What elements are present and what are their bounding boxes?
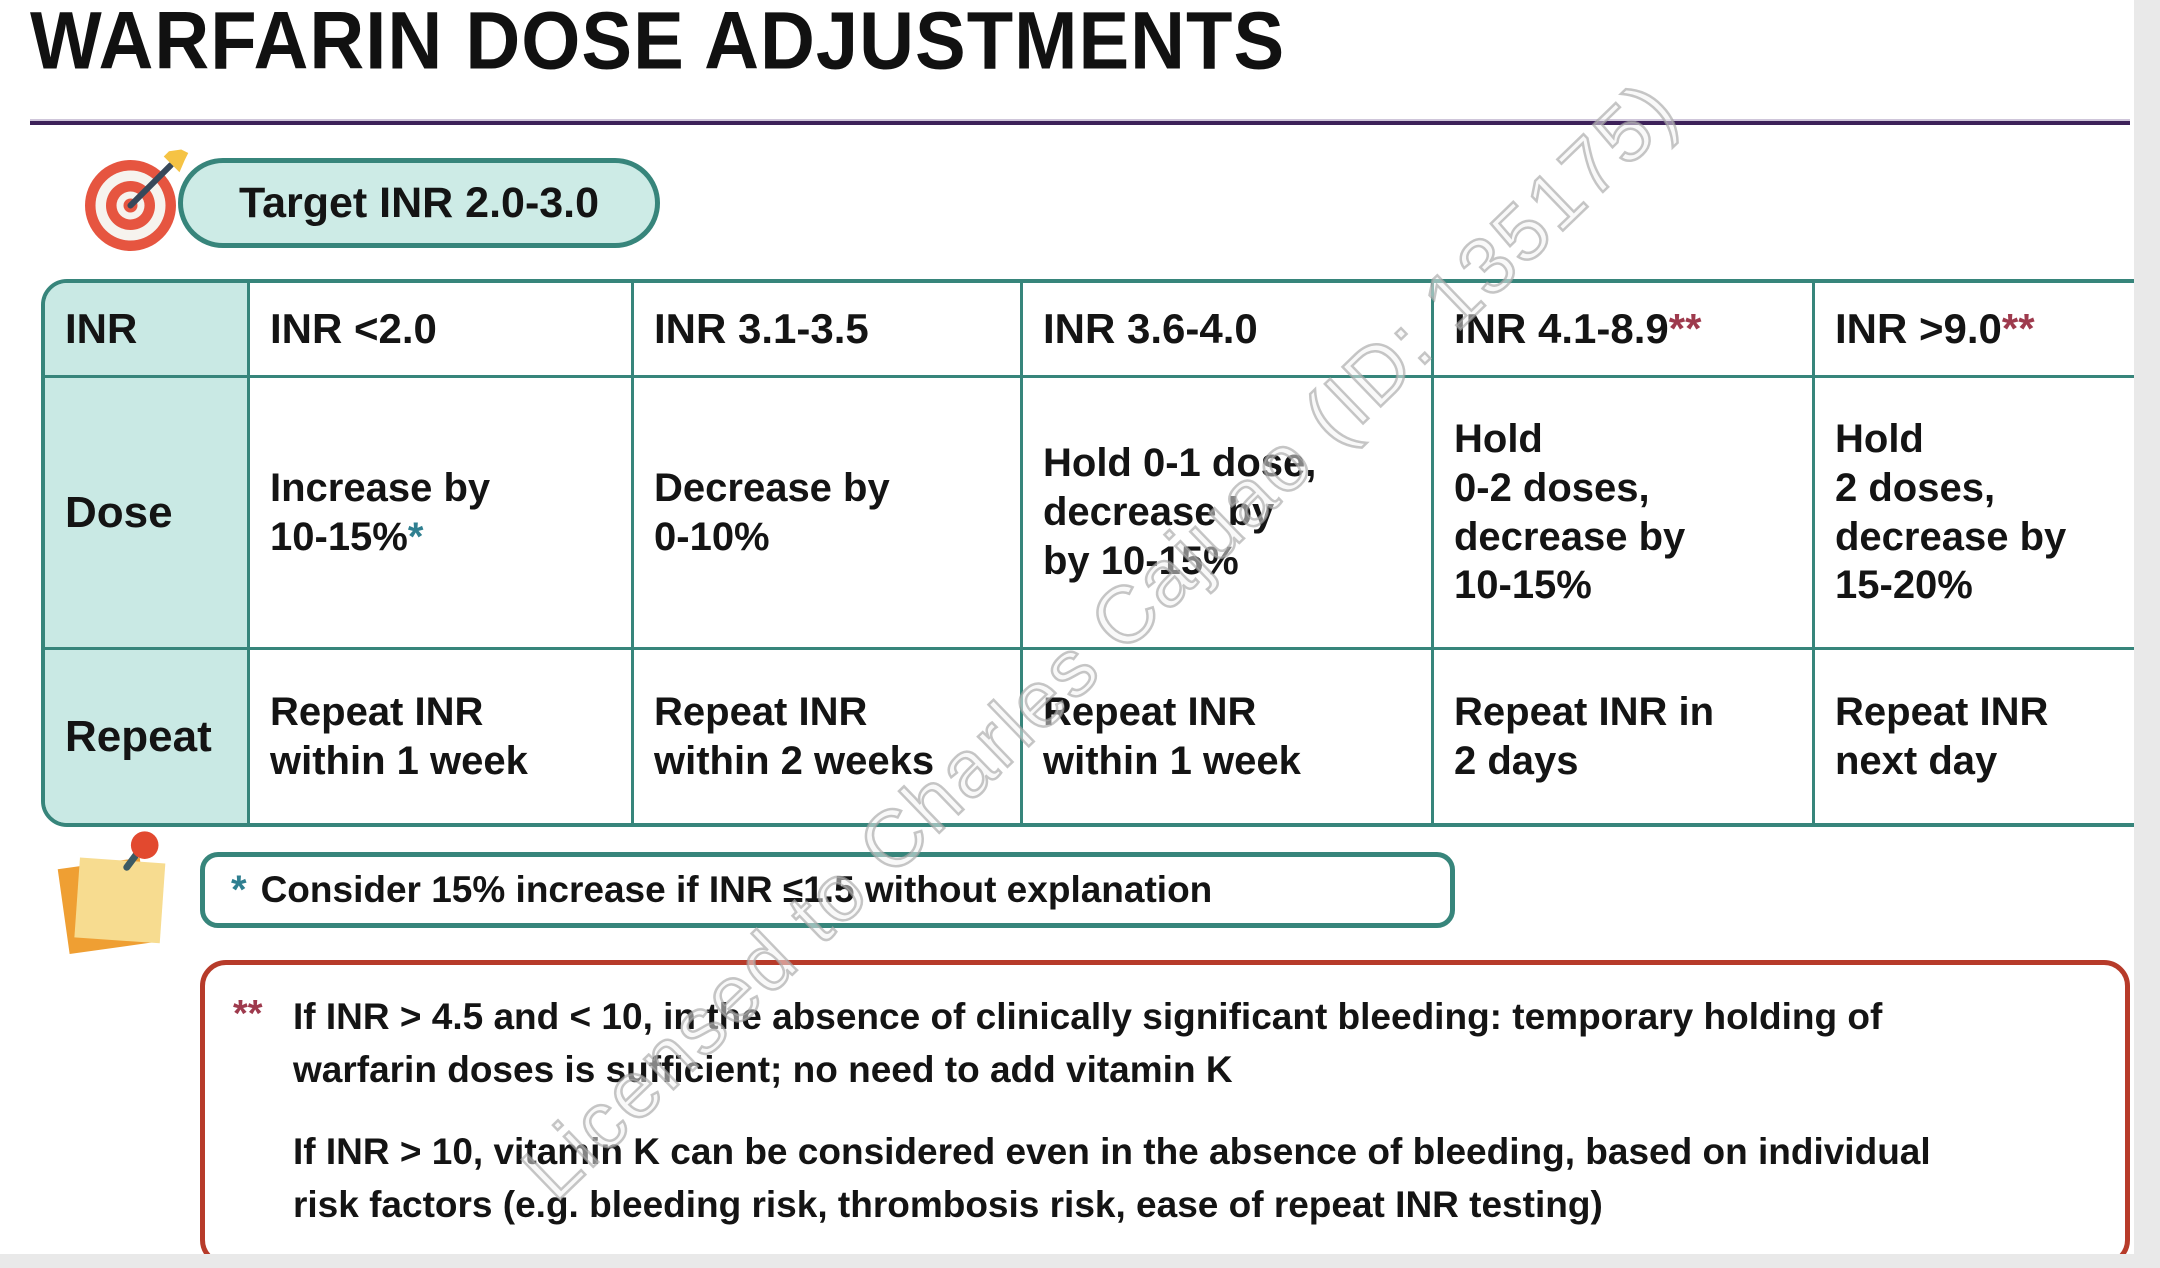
repeat-cell-4: Repeat INR in 2 days <box>1434 650 1815 823</box>
slide: WARFARIN DOSE ADJUSTMENTS Target INR 2.0… <box>0 0 2134 1254</box>
target-inr-badge: Target INR 2.0-3.0 <box>178 158 661 248</box>
repeat-cell-2: Repeat INR within 2 weeks <box>634 650 1023 823</box>
col-header-inr-3-1-3-5: INR 3.1-3.5 <box>634 283 1023 378</box>
page-title: WARFARIN DOSE ADJUSTMENTS <box>30 0 1286 87</box>
warning-double-asterisk: ** <box>233 993 263 1035</box>
col-header-inr-gt-9: INR >9.0** <box>1815 283 2134 378</box>
col-header-inr-lt-2: INR <2.0 <box>250 283 634 378</box>
row-label-repeat: Repeat <box>45 650 250 823</box>
dose-adjustment-table: INR INR <2.0 INR 3.1-3.5 INR 3.6-4.0 INR… <box>41 279 2134 827</box>
warning-box: ** If INR > 4.5 and < 10, in the absence… <box>200 960 2130 1254</box>
row-label-inr: INR <box>45 283 250 378</box>
repeat-cell-3: Repeat INR within 1 week <box>1023 650 1434 823</box>
dose-cell-3: Hold 0-1 dose, decrease by by 10-15% <box>1023 378 1434 650</box>
footnote-asterisk: * <box>231 867 247 912</box>
dose-cell-2: Decrease by 0-10% <box>634 378 1023 650</box>
target-bullseye-icon <box>85 149 189 251</box>
target-inr-label: Target INR 2.0-3.0 <box>239 178 600 227</box>
dose-cell-4: Hold 0-2 doses, decrease by 10-15% <box>1434 378 1815 650</box>
dose-cell-1: Increase by 10-15%* <box>250 378 634 650</box>
row-label-dose: Dose <box>45 378 250 650</box>
repeat-cell-5: Repeat INR next day <box>1815 650 2134 823</box>
warning-paragraph-2: If INR > 10, vitamin K can be considered… <box>233 1126 2085 1231</box>
warning-text-1: If INR > 4.5 and < 10, in the absence of… <box>293 996 1883 1090</box>
title-divider <box>30 121 2130 125</box>
warning-paragraph-1: ** If INR > 4.5 and < 10, in the absence… <box>233 991 2085 1096</box>
sticky-note-icon <box>57 831 166 955</box>
dose-cell-5: Hold 2 doses, decrease by 15-20% <box>1815 378 2134 650</box>
footnote-box: * Consider 15% increase if INR ≤1.5 with… <box>200 852 1455 928</box>
col-header-inr-4-1-8-9: INR 4.1-8.9** <box>1434 283 1815 378</box>
col-header-inr-3-6-4-0: INR 3.6-4.0 <box>1023 283 1434 378</box>
footnote-text: Consider 15% increase if INR ≤1.5 withou… <box>260 869 1213 910</box>
warning-text-2: If INR > 10, vitamin K can be considered… <box>293 1131 1931 1225</box>
repeat-cell-1: Repeat INR within 1 week <box>250 650 634 823</box>
